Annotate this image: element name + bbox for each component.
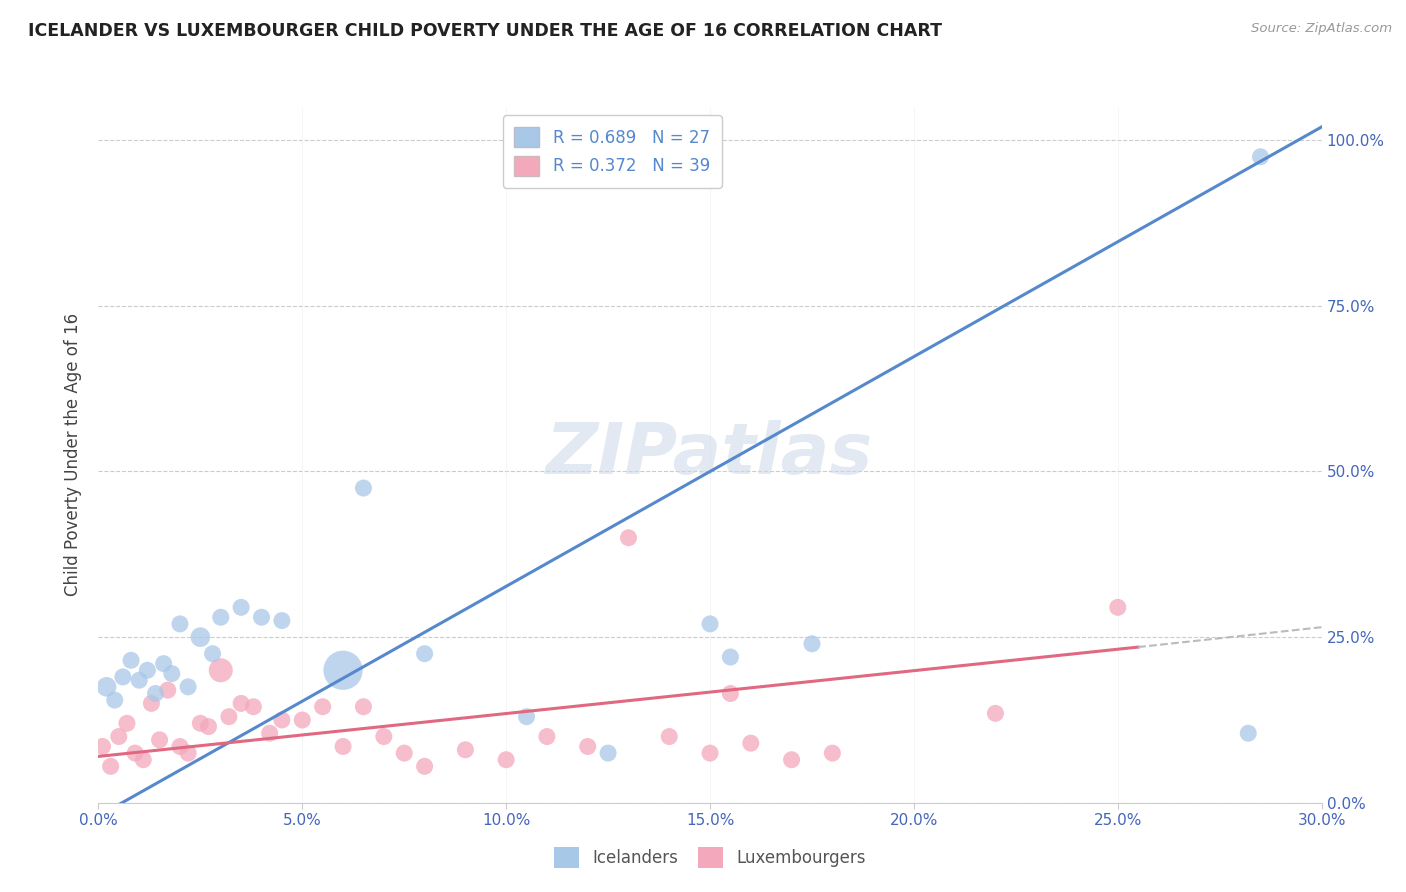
Point bbox=[1237, 726, 1260, 740]
Point bbox=[984, 706, 1007, 721]
Point bbox=[128, 673, 150, 688]
Point bbox=[1107, 600, 1129, 615]
Point bbox=[111, 670, 134, 684]
Point bbox=[332, 663, 354, 677]
Point bbox=[413, 647, 436, 661]
Point bbox=[740, 736, 762, 750]
Point bbox=[141, 697, 163, 711]
Point bbox=[231, 600, 253, 615]
Point bbox=[231, 697, 253, 711]
Point bbox=[352, 481, 374, 495]
Point bbox=[720, 650, 742, 665]
Point bbox=[218, 709, 240, 723]
Point bbox=[100, 759, 122, 773]
Point bbox=[821, 746, 844, 760]
Point bbox=[617, 531, 640, 545]
Point bbox=[1249, 150, 1271, 164]
Text: Source: ZipAtlas.com: Source: ZipAtlas.com bbox=[1251, 22, 1392, 36]
Point bbox=[209, 663, 232, 677]
Point bbox=[699, 746, 721, 760]
Point bbox=[91, 739, 114, 754]
Point bbox=[96, 680, 118, 694]
Point bbox=[145, 686, 167, 700]
Point bbox=[188, 716, 212, 731]
Point bbox=[132, 753, 155, 767]
Point bbox=[156, 683, 179, 698]
Text: ICELANDER VS LUXEMBOURGER CHILD POVERTY UNDER THE AGE OF 16 CORRELATION CHART: ICELANDER VS LUXEMBOURGER CHILD POVERTY … bbox=[28, 22, 942, 40]
Point bbox=[270, 614, 294, 628]
Y-axis label: Child Poverty Under the Age of 16: Child Poverty Under the Age of 16 bbox=[65, 313, 83, 597]
Point bbox=[699, 616, 721, 631]
Point bbox=[177, 746, 200, 760]
Point bbox=[413, 759, 436, 773]
Text: ZIPatlas: ZIPatlas bbox=[547, 420, 873, 490]
Point bbox=[259, 726, 281, 740]
Point bbox=[120, 653, 142, 667]
Point bbox=[160, 666, 183, 681]
Point bbox=[291, 713, 314, 727]
Point bbox=[108, 730, 131, 744]
Point bbox=[392, 746, 416, 760]
Point bbox=[312, 699, 335, 714]
Legend: Icelanders, Luxembourgers: Icelanders, Luxembourgers bbox=[547, 841, 873, 874]
Point bbox=[801, 637, 824, 651]
Point bbox=[332, 739, 354, 754]
Point bbox=[536, 730, 558, 744]
Point bbox=[780, 753, 803, 767]
Point bbox=[250, 610, 273, 624]
Point bbox=[177, 680, 200, 694]
Point bbox=[136, 663, 159, 677]
Point bbox=[104, 693, 127, 707]
Point bbox=[149, 732, 172, 747]
Point bbox=[169, 739, 191, 754]
Point bbox=[658, 730, 681, 744]
Point bbox=[201, 647, 224, 661]
Point bbox=[352, 699, 374, 714]
Point bbox=[720, 686, 742, 700]
Point bbox=[576, 739, 599, 754]
Point bbox=[124, 746, 146, 760]
Point bbox=[454, 743, 477, 757]
Point bbox=[188, 630, 212, 644]
Point bbox=[242, 699, 264, 714]
Point bbox=[373, 730, 395, 744]
Point bbox=[197, 720, 219, 734]
Point bbox=[115, 716, 138, 731]
Point bbox=[209, 610, 232, 624]
Point bbox=[598, 746, 620, 760]
Point bbox=[152, 657, 174, 671]
Point bbox=[169, 616, 191, 631]
Point bbox=[270, 713, 294, 727]
Point bbox=[495, 753, 517, 767]
Point bbox=[516, 709, 538, 723]
